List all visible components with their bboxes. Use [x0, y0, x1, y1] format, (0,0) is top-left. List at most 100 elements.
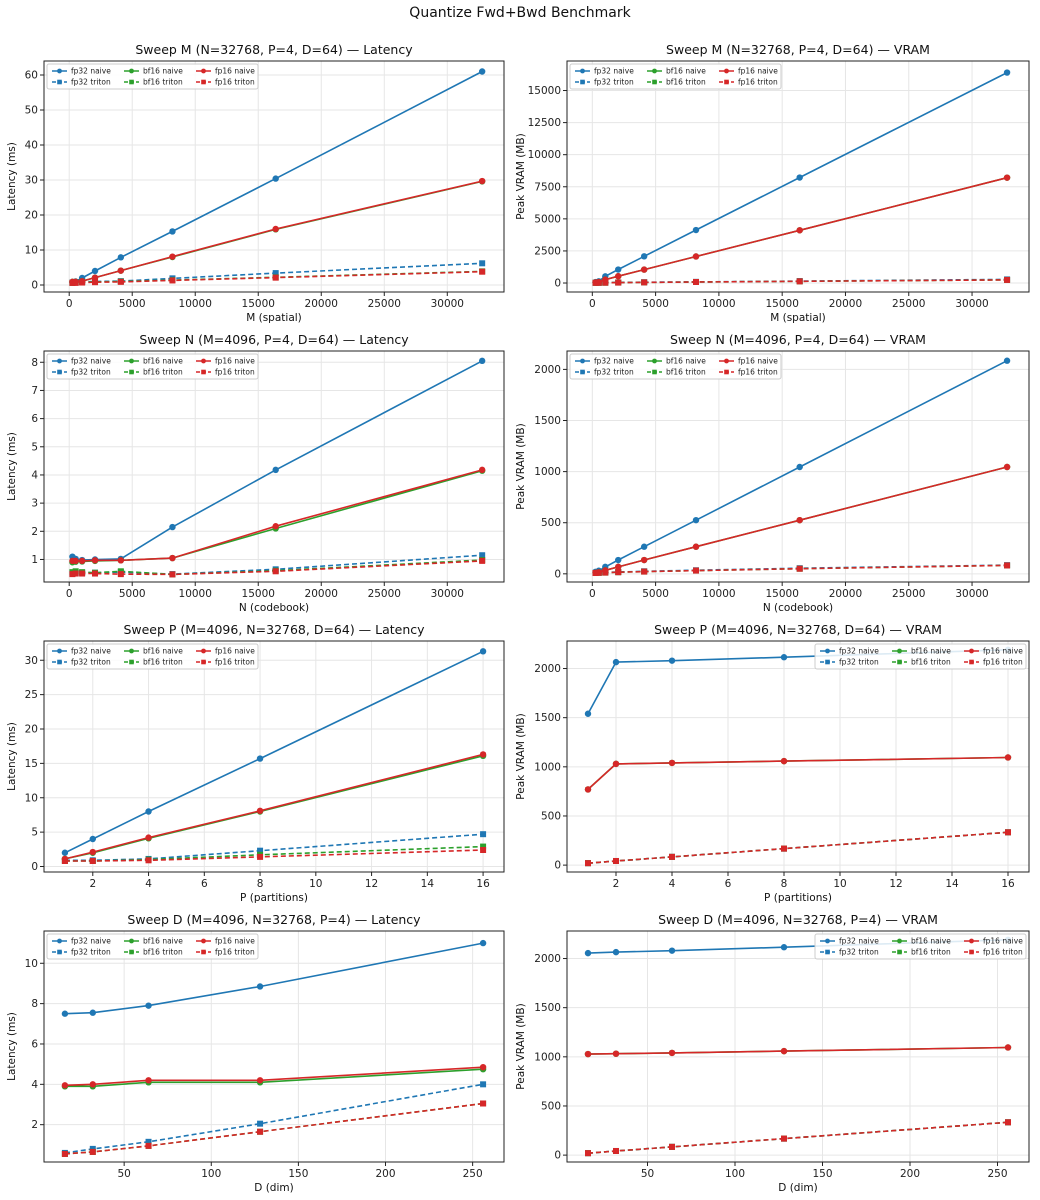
data-point — [256, 807, 264, 815]
data-point — [641, 568, 648, 575]
y-tick-label: 50 — [25, 105, 38, 117]
data-point — [584, 786, 592, 793]
data-point — [612, 658, 620, 666]
data-point — [89, 1009, 96, 1016]
series-line — [72, 469, 483, 562]
legend-marker — [201, 68, 206, 74]
data-point — [602, 569, 609, 576]
series-bf16-naive — [584, 754, 1012, 793]
series-line — [64, 650, 484, 854]
legend-label: fp32 triton — [839, 948, 879, 957]
data-point — [61, 1082, 69, 1089]
chart-panel-4: 0 5000 10000 15000 20000 25000 30000 0 500 1000 15… — [515, 332, 1030, 614]
legend-label: fp16 triton — [215, 368, 255, 377]
legend-entry: bf16 naive — [892, 937, 951, 946]
data-point — [91, 267, 99, 275]
legend-entry: bf16 naive — [892, 647, 951, 656]
data-point — [612, 1050, 620, 1057]
y-tick-label: 0 — [554, 1150, 561, 1162]
legend-marker — [652, 79, 657, 85]
data-point — [117, 254, 125, 261]
series-line — [64, 849, 484, 862]
legend-entry: fp32 naive — [820, 647, 879, 656]
data-point — [61, 1010, 69, 1017]
data-point — [612, 948, 620, 956]
legend-entry: fp32 naive — [52, 67, 111, 76]
data-point — [169, 277, 176, 284]
data-point — [1005, 829, 1011, 836]
y-tick-label: 0 — [31, 861, 38, 873]
x-tick-label: 150 — [812, 1168, 832, 1180]
data-point — [796, 516, 803, 524]
data-point — [692, 516, 700, 524]
data-point — [781, 845, 787, 852]
data-point — [89, 835, 96, 843]
legend-marker — [652, 68, 657, 74]
data-point — [613, 1147, 619, 1154]
data-point — [1003, 463, 1011, 471]
legend-entry: fp16 naive — [719, 67, 778, 76]
x-tick-label: 14 — [945, 878, 959, 890]
x-tick-label: 12 — [889, 878, 902, 890]
legend-marker — [969, 938, 974, 944]
x-tick-label: 30000 — [955, 588, 988, 600]
legend-entry: bf16 naive — [124, 67, 183, 76]
series-fp32-naive — [592, 357, 1011, 575]
series-bf16-naive — [61, 1065, 487, 1090]
legend-marker — [201, 949, 206, 955]
legend-marker — [129, 938, 134, 944]
legend-label: fp16 naive — [983, 937, 1023, 946]
data-point — [796, 278, 803, 285]
data-point — [117, 267, 125, 274]
data-point — [272, 270, 279, 277]
data-point — [584, 1050, 592, 1058]
y-axis-label: Peak VRAM (MB) — [515, 133, 527, 219]
data-point — [595, 279, 602, 286]
data-point — [668, 759, 676, 767]
legend-label: bf16 triton — [143, 948, 183, 957]
y-tick-label: 1500 — [534, 415, 561, 427]
y-tick-label: 7 — [31, 385, 38, 397]
legend-marker — [897, 659, 902, 665]
legend-marker — [969, 648, 974, 654]
legend-marker — [652, 369, 657, 375]
data-point — [602, 279, 609, 286]
series-fp16-triton — [61, 1100, 487, 1157]
data-point — [145, 857, 152, 864]
x-tick-label: 30000 — [431, 298, 464, 310]
figure-title: Quantize Fwd+Bwd Benchmark — [409, 5, 631, 21]
y-tick-label: 15000 — [528, 85, 561, 97]
chart-panel-5: 2 4 6 8 10 12 14 16 0 5 10 15 20 25 30 Sweep P (M=4096,… — [6, 622, 505, 904]
y-axis-label: Peak VRAM (MB) — [515, 713, 527, 799]
series-line — [587, 1121, 1009, 1154]
data-point — [257, 847, 264, 854]
y-tick-label: 0 — [554, 568, 561, 580]
series-line — [587, 756, 1009, 790]
x-tick-label: 16 — [1001, 878, 1015, 890]
data-point — [169, 523, 176, 531]
legend-marker — [825, 648, 830, 654]
legend-entry: fp32 triton — [52, 368, 111, 377]
legend-label: fp32 naive — [839, 937, 879, 946]
data-point — [612, 760, 620, 768]
series-bf16-naive — [69, 467, 486, 566]
y-tick-label: 2000 — [534, 663, 561, 675]
x-tick-label: 25000 — [892, 588, 925, 600]
y-tick-label: 6 — [31, 1038, 38, 1050]
legend-label: fp32 naive — [839, 647, 879, 656]
series-line — [587, 831, 1009, 864]
x-axis-label: N (codebook) — [239, 602, 309, 614]
data-point — [145, 834, 152, 841]
data-point — [145, 808, 152, 815]
data-point — [615, 279, 622, 286]
y-tick-label: 30 — [25, 655, 38, 667]
x-tick-label: 16 — [476, 878, 490, 890]
legend-entry: fp32 naive — [575, 357, 634, 366]
legend-label: fp16 naive — [983, 647, 1023, 656]
chart-panel-1: 0 5000 10000 15000 20000 25000 30000 0 10 20 30 40 5… — [6, 42, 505, 324]
data-point — [145, 1077, 152, 1084]
series-fp32-naive — [69, 68, 486, 286]
legend-marker — [969, 949, 974, 955]
y-tick-label: 500 — [541, 517, 561, 529]
